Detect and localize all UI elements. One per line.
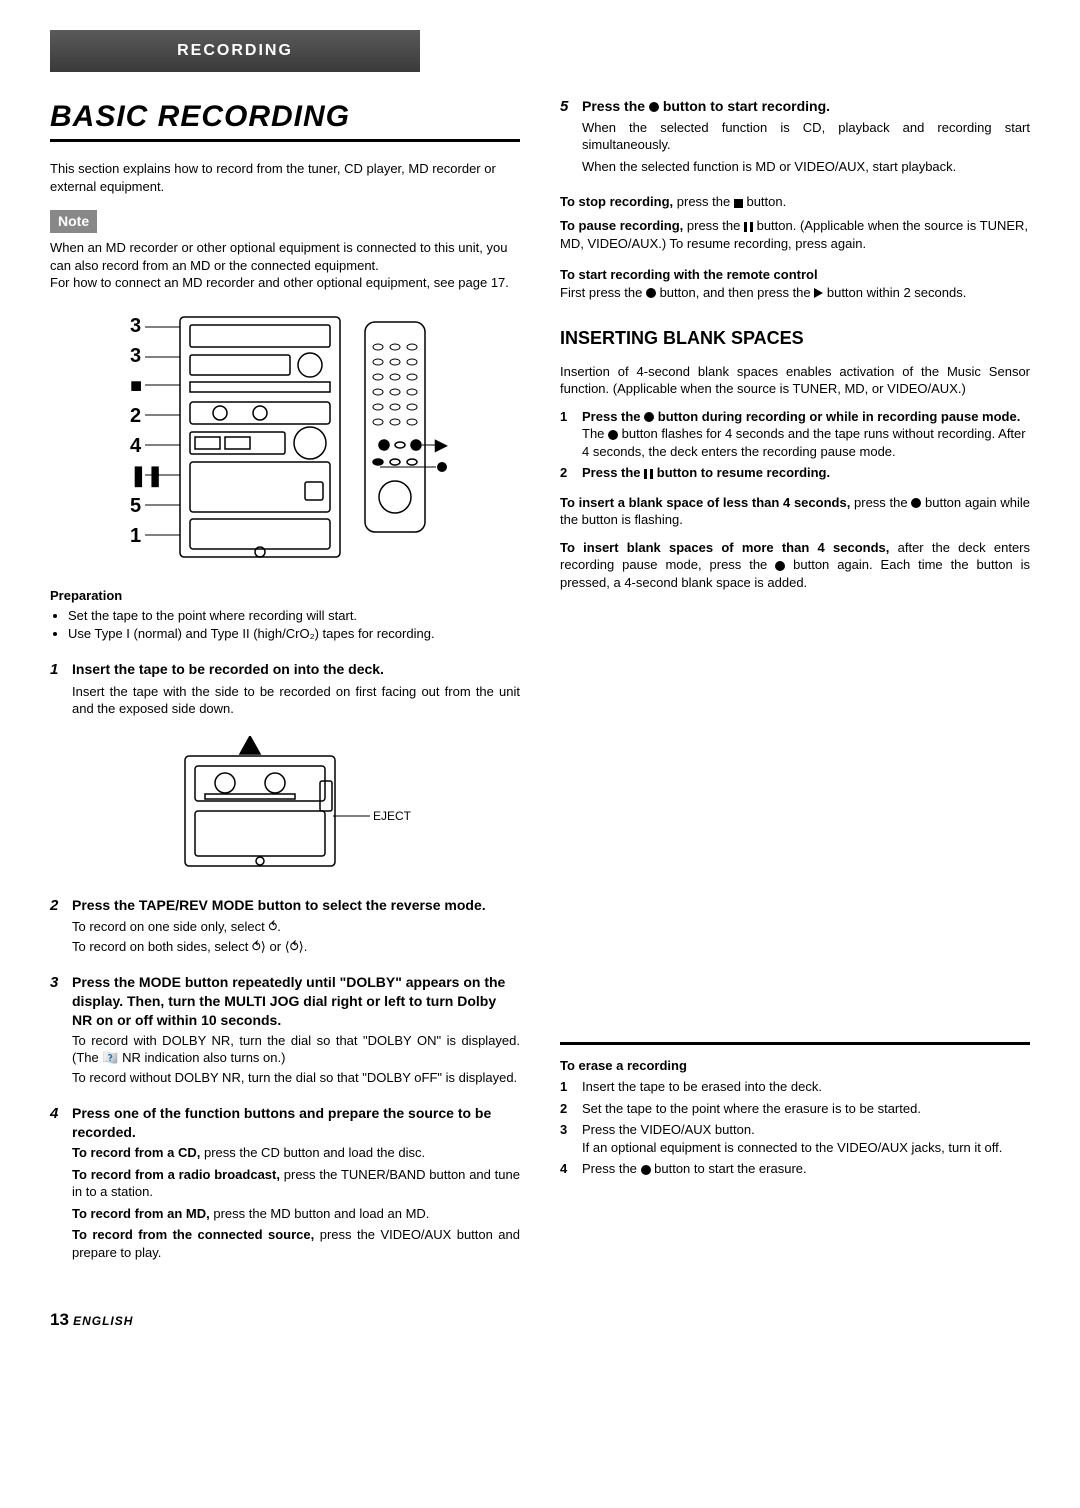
blank-step-1: 1 Press the button during recording or w… [560,408,1030,461]
prep-item-1: Set the tape to the point where recordin… [68,607,520,625]
record-icon [644,412,654,422]
device-diagram: 3 3 ■ 2 4 ❚❚ 5 1 [50,307,520,567]
marker-1: 1 [130,525,141,547]
record-icon [646,288,656,298]
page-footer: 13 ENGLISH [50,1309,1030,1332]
step-2-head: Press the TAPE/REV MODE button to select… [72,896,486,915]
step-1: 1 Insert the tape to be recorded on into… [50,660,520,717]
step-5-head: Press the button to start recording. [582,97,830,116]
step-4-r3-b: To record from an MD, [72,1206,210,1221]
blank-less: To insert a blank space of less than 4 s… [560,494,1030,529]
marker-3b: 3 [130,345,141,367]
preparation-list: Set the tape to the point where recordin… [50,607,520,642]
page-title: BASIC RECORDING [50,97,520,143]
step-3-l1: To record with DOLBY NR, turn the dial s… [72,1032,520,1067]
step-5-l2: When the selected function is MD or VIDE… [582,158,1030,176]
note-p1: When an MD recorder or other optional eq… [50,239,520,274]
step-3-l2: To record without DOLBY NR, turn the dia… [72,1069,520,1087]
right-column: 5 Press the button to start recording. W… [560,97,1030,1280]
record-icon [649,102,659,112]
step-5-num: 5 [560,97,574,117]
step-4-r2-b: To record from a radio broadcast, [72,1167,280,1182]
blank-intro: Insertion of 4-second blank spaces enabl… [560,363,1030,398]
page-number: 13 [50,1310,69,1329]
note-label: Note [50,210,97,233]
marker-4: 4 [130,435,142,457]
prep-item-2: Use Type I (normal) and Type II (high/Cr… [68,625,520,643]
record-icon [911,498,921,508]
stop-recording: To stop recording, press the button. [560,193,1030,211]
step-5-l1: When the selected function is CD, playba… [582,119,1030,154]
marker-3a: 3 [130,315,141,337]
divider [560,1042,1030,1045]
cassette-diagram: EJECT [50,736,520,876]
svg-text:▶: ▶ [434,437,448,454]
blank-steps: 1 Press the button during recording or w… [560,408,1030,482]
marker-2: 2 [130,405,141,427]
step-4-r1-b: To record from a CD, [72,1145,200,1160]
pause-recording: To pause recording, press the button. (A… [560,217,1030,252]
step-2-l2: To record on both sides, select ⥀⟩ or ⟨⥀… [72,938,520,956]
marker-pause: ❚❚ [130,465,164,488]
marker-5: 5 [130,495,141,517]
step-4-r3: press the MD button and load an MD. [213,1206,429,1221]
step-4-head: Press one of the function buttons and pr… [72,1104,520,1142]
note-p2: For how to connect an MD recorder and ot… [50,274,520,292]
intro-text: This section explains how to record from… [50,160,520,195]
section-tab: RECORDING [50,30,420,72]
step-3: 3 Press the MODE button repeatedly until… [50,973,520,1086]
step-3-num: 3 [50,973,64,993]
erase-4: Press the button to start the erasure. [582,1160,807,1178]
step-3-head: Press the MODE button repeatedly until "… [72,973,520,1030]
pause-icon [644,469,653,479]
step-1-head: Insert the tape to be recorded on into t… [72,660,384,679]
step-2: 2 Press the TAPE/REV MODE button to sele… [50,896,520,955]
step-4-r4-b: To record from the connected source, [72,1227,314,1242]
step-2-l1: To record on one side only, select ⥀. [72,918,520,936]
stop-icon [734,199,743,208]
erase-steps: 1Insert the tape to be erased into the d… [560,1078,1030,1178]
erase-3: Press the VIDEO/AUX button. [582,1122,755,1137]
note-body: When an MD recorder or other optional eq… [50,239,520,292]
eject-label: EJECT [373,809,412,823]
step-1-body: Insert the tape with the side to be reco… [72,683,520,718]
step-2-num: 2 [50,896,64,916]
blank-spaces-title: INSERTING BLANK SPACES [560,326,1030,350]
erase-1: Insert the tape to be erased into the de… [582,1078,822,1096]
record-icon [608,430,618,440]
blank-more: To insert blank spaces of more than 4 se… [560,539,1030,592]
step-4-r1: press the CD button and load the disc. [204,1145,425,1160]
pause-icon [744,222,753,232]
step-1-num: 1 [50,660,64,680]
preparation-title: Preparation [50,587,520,605]
record-icon [641,1165,651,1175]
erase-2: Set the tape to the point where the eras… [582,1100,921,1118]
page-language: ENGLISH [73,1314,133,1328]
left-column: BASIC RECORDING This section explains ho… [50,97,520,1280]
remote-title: To start recording with the remote contr… [560,266,1030,284]
play-icon [814,288,823,298]
step-5: 5 Press the button to start recording. W… [560,97,1030,176]
step-4-num: 4 [50,1104,64,1124]
erase-title: To erase a recording [560,1057,1030,1075]
step-4: 4 Press one of the function buttons and … [50,1104,520,1261]
blank-step-2: 2 Press the button to resume recording. [560,464,1030,482]
erase-3b: If an optional equipment is connected to… [582,1140,1002,1155]
record-icon [775,561,785,571]
marker-stop: ■ [130,375,142,397]
remote-body: First press the button, and then press t… [560,284,1030,302]
